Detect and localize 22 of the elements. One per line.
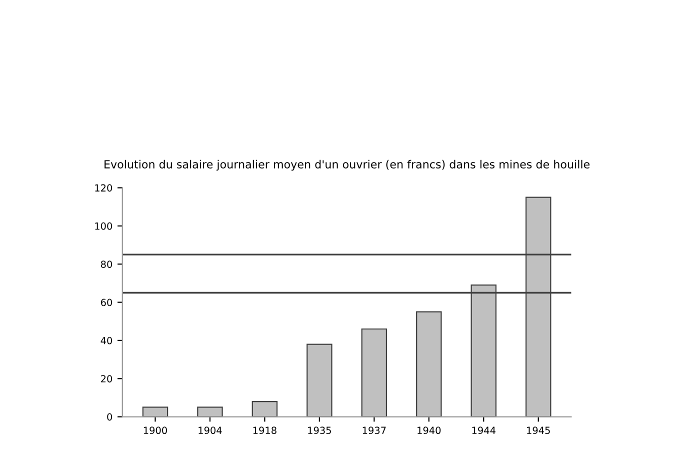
- y-tick-label: 60: [100, 298, 112, 306]
- x-tick-label: 1918: [253, 426, 276, 434]
- x-tick-label: 1945: [527, 426, 550, 434]
- bar: [416, 311, 442, 417]
- bar: [306, 344, 332, 417]
- x-tick-label: 1900: [144, 426, 167, 434]
- y-tick-label: 40: [100, 336, 112, 344]
- x-tick-label: 1935: [308, 426, 331, 434]
- y-tick-label: 80: [100, 260, 112, 268]
- y-tick-label: 100: [95, 222, 112, 230]
- chart-title: Evolution du salaire journalier moyen d'un ouvrier (en francs) dans les mines de houille: [104, 160, 590, 171]
- bar: [252, 400, 278, 417]
- bar: [142, 406, 168, 417]
- x-tick-label: 1904: [198, 426, 222, 434]
- x-tick-label: 1937: [362, 426, 386, 434]
- bar: [197, 406, 223, 417]
- y-tick-label: 20: [101, 375, 112, 382]
- x-tick-label: 1944: [472, 426, 496, 434]
- y-tick-label: 0: [107, 413, 112, 421]
- y-tick-label: 120: [95, 184, 112, 192]
- bar: [361, 328, 388, 417]
- x-tick-label: 1940: [418, 426, 441, 434]
